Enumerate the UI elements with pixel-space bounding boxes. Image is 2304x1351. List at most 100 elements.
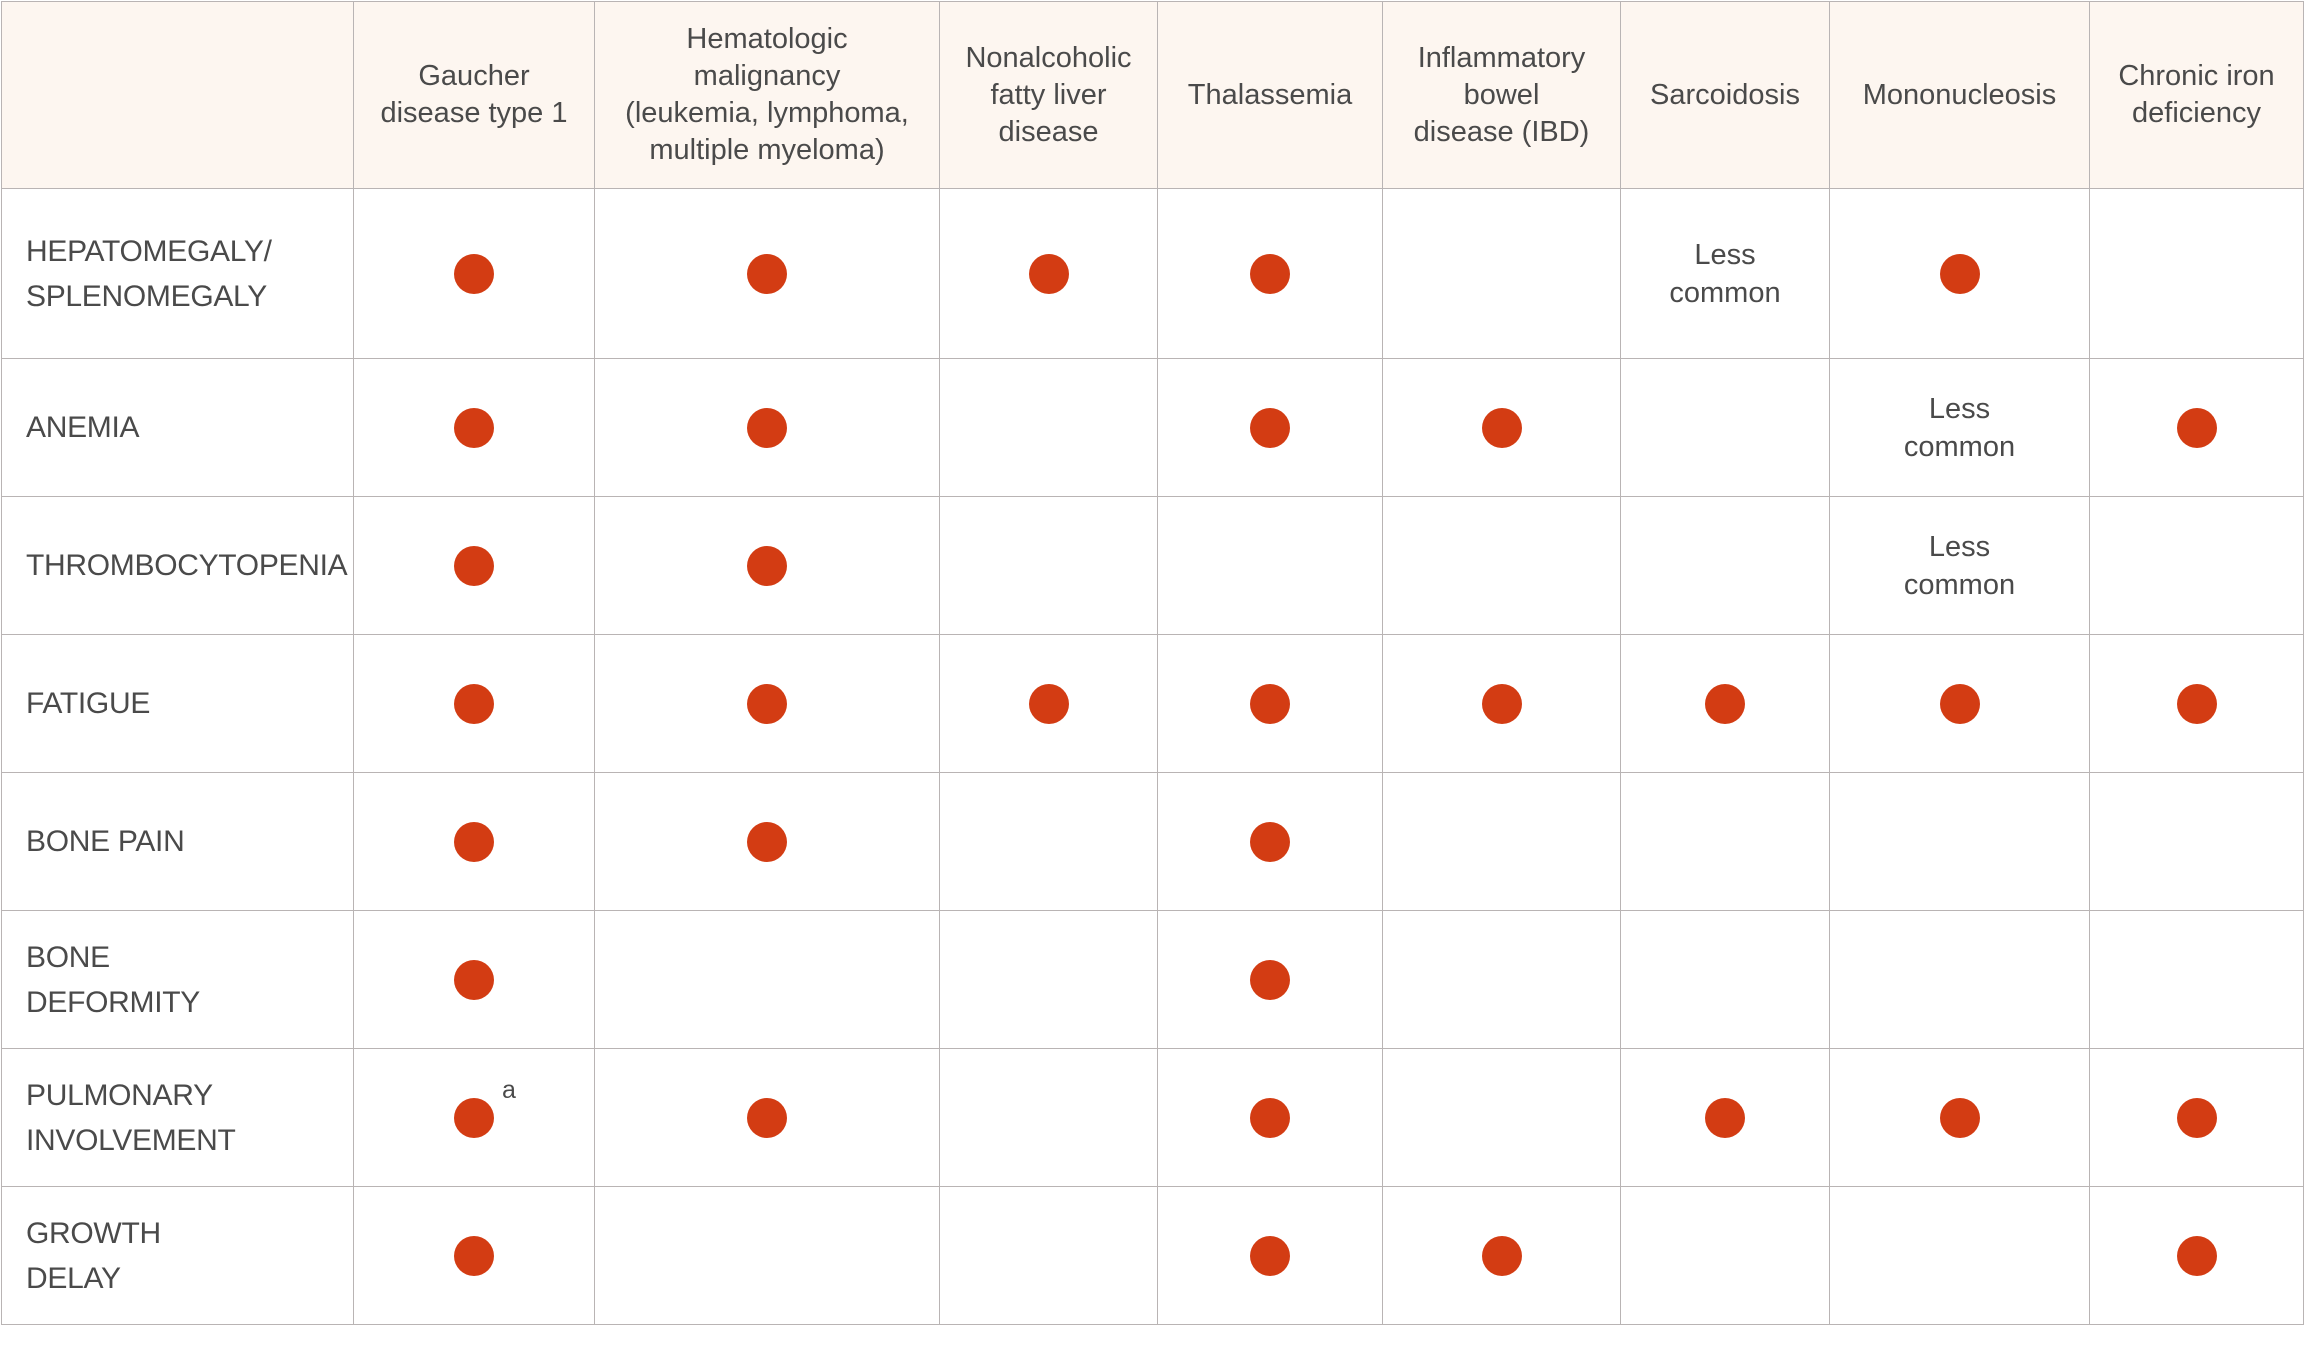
filled-circle-icon	[454, 1097, 494, 1138]
table-cell	[1620, 358, 1830, 497]
table-cell	[939, 910, 1158, 1049]
table-cell	[353, 634, 595, 773]
column-header-ibd: Inflammatory bowel disease (IBD)	[1382, 1, 1621, 189]
column-header-hematologic-malignancy: Hematologic malignancy (leukemia, lympho…	[594, 1, 940, 189]
marker-wrapper	[454, 407, 494, 448]
table-cell	[1620, 1186, 1830, 1325]
filled-circle-icon	[454, 683, 494, 724]
table-row: FATIGUE	[1, 634, 2304, 773]
filled-circle-icon	[747, 821, 787, 862]
filled-circle-icon	[2176, 683, 2217, 724]
filled-circle-icon	[1481, 407, 1522, 448]
table-cell	[594, 910, 940, 1049]
filled-circle-icon	[454, 545, 494, 586]
filled-circle-icon	[1250, 1097, 1290, 1138]
marker-wrapper	[1250, 253, 1290, 294]
marker-wrapper	[1939, 253, 1980, 294]
table-cell	[594, 1048, 940, 1187]
table-cell	[594, 188, 940, 359]
marker-wrapper	[454, 821, 494, 862]
table-cell	[1829, 772, 2090, 911]
filled-circle-icon	[1481, 683, 1522, 724]
marker-wrapper	[2176, 407, 2217, 448]
table-row: HEPATOMEGALY/ SPLENOMEGALY Less common	[1, 188, 2304, 359]
table-row: BONE DEFORMITY	[1, 910, 2304, 1049]
row-label: HEPATOMEGALY/ SPLENOMEGALY	[1, 188, 354, 359]
filled-circle-icon	[1028, 253, 1069, 294]
marker-wrapper	[747, 253, 787, 294]
marker-wrapper	[2176, 1097, 2217, 1138]
filled-circle-icon	[454, 1235, 494, 1276]
marker-wrapper	[454, 1235, 494, 1276]
table-cell: Less common	[1620, 188, 1830, 359]
filled-circle-icon	[747, 683, 787, 724]
marker-wrapper	[747, 821, 787, 862]
marker-wrapper	[1939, 1097, 1980, 1138]
footnote-marker: a	[502, 1075, 516, 1104]
table-cell	[2089, 910, 2304, 1049]
table-cell	[1157, 358, 1383, 497]
table-cell	[2089, 634, 2304, 773]
marker-wrapper	[2176, 1235, 2217, 1276]
table-cell	[2089, 772, 2304, 911]
marker-wrapper	[454, 683, 494, 724]
table-cell	[594, 358, 940, 497]
table-cell	[594, 496, 940, 635]
row-label: BONE DEFORMITY	[1, 910, 354, 1049]
table-cell	[1157, 910, 1383, 1049]
filled-circle-icon	[454, 821, 494, 862]
table-cell	[1157, 188, 1383, 359]
table-cell	[939, 772, 1158, 911]
filled-circle-icon	[1250, 959, 1290, 1000]
marker-wrapper	[1250, 407, 1290, 448]
table-cell	[1829, 188, 2090, 359]
marker-wrapper	[1250, 1097, 1290, 1138]
table-cell	[1157, 772, 1383, 911]
table-cell	[1620, 634, 1830, 773]
filled-circle-icon	[747, 545, 787, 586]
table-header: Gaucher disease type 1 Hematologic malign…	[1, 1, 2304, 189]
filled-circle-icon	[1481, 1235, 1522, 1276]
table-cell	[2089, 1186, 2304, 1325]
column-header-sarcoidosis: Sarcoidosis	[1620, 1, 1830, 189]
table-cell: a	[353, 1048, 595, 1187]
corner-header-cell	[1, 1, 354, 189]
table-cell	[353, 358, 595, 497]
table-row: BONE PAIN	[1, 772, 2304, 911]
table-cell	[2089, 188, 2304, 359]
less-common-note: Less common	[1903, 530, 2016, 601]
table-cell	[1620, 496, 1830, 635]
table-cell	[1382, 634, 1621, 773]
table-row: ANEMIA Less common	[1, 358, 2304, 497]
table-cell	[939, 634, 1158, 773]
row-label: PULMONARY INVOLVEMENT	[1, 1048, 354, 1187]
table-row: THROMBOCYTOPENIA Less common	[1, 496, 2304, 635]
row-label: ANEMIA	[1, 358, 354, 497]
filled-circle-icon	[2176, 1235, 2217, 1276]
table-cell	[939, 1186, 1158, 1325]
marker-wrapper	[747, 1097, 787, 1138]
table-cell	[1620, 910, 1830, 1049]
filled-circle-icon	[454, 407, 494, 448]
table-cell	[1829, 1048, 2090, 1187]
table-cell	[353, 496, 595, 635]
marker-wrapper	[1939, 683, 1980, 724]
filled-circle-icon	[454, 253, 494, 294]
table-row: PULMONARY INVOLVEMENT a	[1, 1048, 2304, 1187]
table-cell	[594, 772, 940, 911]
header-row: Gaucher disease type 1 Hematologic malign…	[1, 1, 2304, 189]
column-header-thalassemia: Thalassemia	[1157, 1, 1383, 189]
table-cell	[1382, 1048, 1621, 1187]
table-cell	[1620, 1048, 1830, 1187]
row-label: FATIGUE	[1, 634, 354, 773]
less-common-note: Less common	[1903, 392, 2016, 463]
table-cell	[1829, 1186, 2090, 1325]
table-cell: Less common	[1829, 358, 2090, 497]
filled-circle-icon	[1939, 253, 1980, 294]
table-cell	[594, 634, 940, 773]
table-cell	[353, 910, 595, 1049]
table-cell	[1620, 772, 1830, 911]
filled-circle-icon	[1705, 1097, 1745, 1138]
marker-wrapper	[1250, 683, 1290, 724]
marker-wrapper	[1481, 1235, 1522, 1276]
